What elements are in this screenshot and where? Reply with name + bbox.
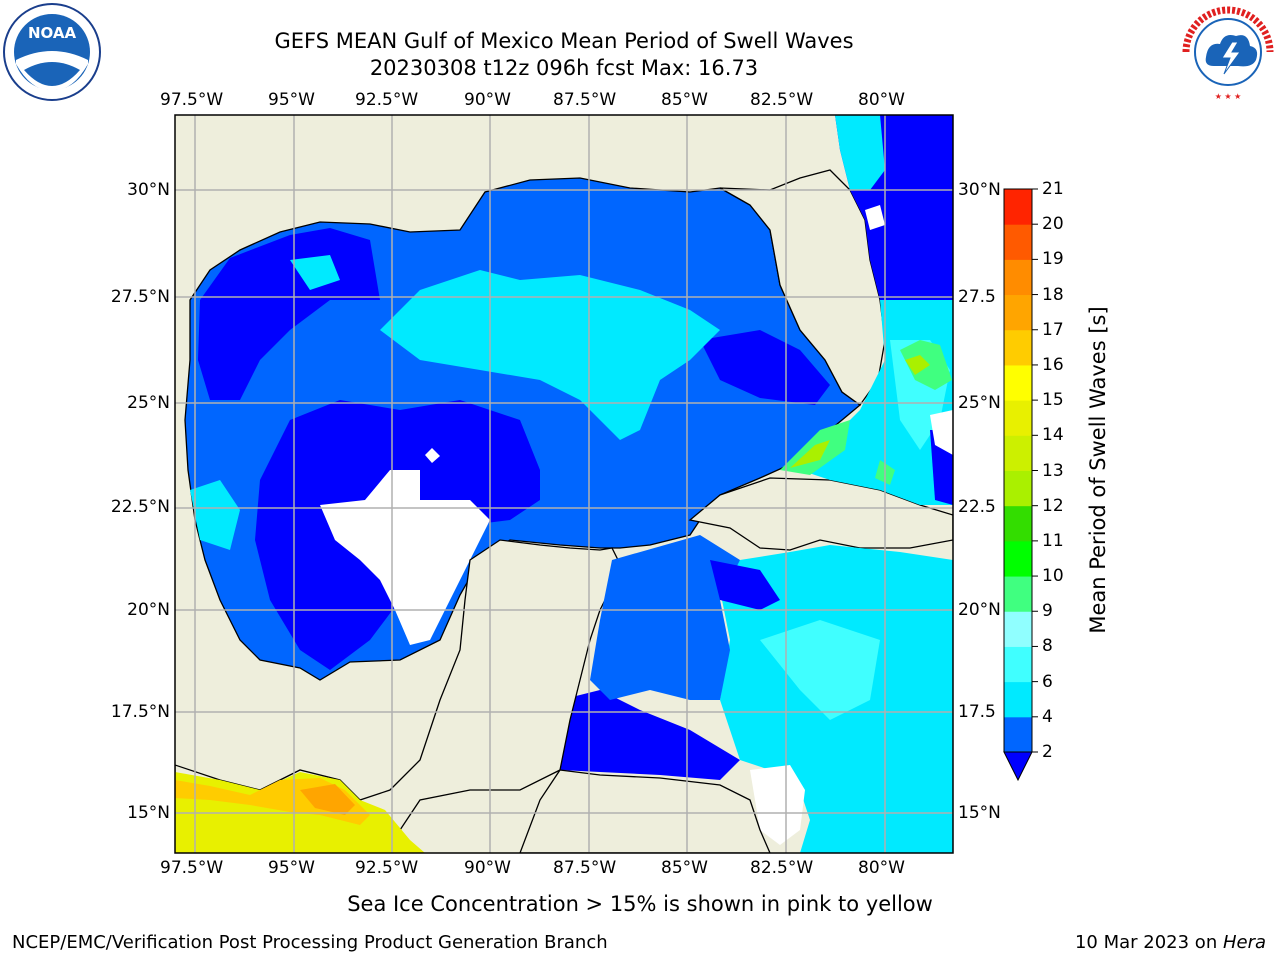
lon-label-bottom: 87.5°W — [553, 858, 617, 878]
colorbar-segment — [1004, 681, 1032, 718]
colorbar-tick-label: 11 — [1042, 530, 1064, 551]
colorbar-label: Mean Period of Swell Waves [s] — [1086, 306, 1110, 634]
colorbar-segment — [1004, 540, 1032, 577]
noaa-logo: NOAA — [2, 2, 102, 102]
lon-label-top: 95°W — [268, 90, 315, 110]
colorbar-segment — [1004, 646, 1032, 683]
footer-machine: Hera — [1222, 932, 1266, 953]
colorbar-segment — [1004, 400, 1032, 436]
colorbar-segment — [1004, 329, 1032, 366]
colorbar-tick-label: 14 — [1042, 425, 1064, 446]
colorbar-segment — [1004, 576, 1032, 612]
lon-label-bottom: 85°W — [661, 858, 708, 878]
map-field — [175, 115, 953, 853]
chart-title: GEFS MEAN Gulf of Mexico Mean Period of … — [274, 29, 854, 53]
colorbar-tick-label: 19 — [1042, 249, 1064, 270]
lon-label-top: 90°W — [464, 90, 511, 110]
colorbar-tick-label: 20 — [1042, 214, 1064, 235]
colorbar-segment — [1004, 364, 1032, 401]
lon-label-top: 80°W — [858, 90, 905, 110]
colorbar-tick-label: 21 — [1042, 179, 1064, 199]
lat-label-left: 30°N — [127, 180, 170, 200]
colorbar-segment — [1004, 470, 1032, 507]
colorbar-tick-label: 13 — [1042, 460, 1064, 481]
lon-label-bottom: 82.5°W — [750, 858, 814, 878]
footer-date: 10 Mar 2023 on Hera — [1075, 932, 1266, 954]
cuba-land — [688, 477, 953, 551]
gulf-cyan — [380, 270, 720, 440]
lon-label-bottom: 80°W — [858, 858, 905, 878]
lat-label-left: 27.5°N — [110, 287, 170, 307]
colorbar-tick-label: 4 — [1042, 706, 1053, 727]
colorbar-tick-label: 8 — [1042, 636, 1053, 657]
colorbar-segment — [1004, 611, 1032, 647]
lat-label-right: 17.5 — [958, 702, 996, 722]
colorbar-segment — [1004, 435, 1032, 471]
yucatan-land — [175, 539, 619, 853]
colorbar-tick-label: 15 — [1042, 390, 1064, 411]
colorbar-tick-label: 2 — [1042, 742, 1053, 762]
colorbar-tick-label: 18 — [1042, 284, 1064, 305]
colorbar-tick-label: 6 — [1042, 671, 1053, 692]
lat-label-right: 22.5 — [958, 497, 996, 517]
colorbar-segment — [1004, 189, 1032, 225]
colorbar-tick-label: 17 — [1042, 319, 1064, 340]
colorbar-segment — [1004, 505, 1032, 542]
colorbar-segment — [1004, 294, 1032, 331]
colorbar-segment — [1004, 259, 1032, 296]
colorbar-under-arrow — [1003, 751, 1033, 782]
lon-label-top: 87.5°W — [553, 90, 617, 110]
colorbar-tick-label: 16 — [1042, 354, 1064, 375]
lat-label-left: 22.5°N — [110, 497, 170, 517]
svg-text:★ ★ ★: ★ ★ ★ — [1215, 92, 1242, 101]
no-data-patch — [320, 470, 490, 645]
lon-label-bottom: 90°W — [464, 858, 511, 878]
lon-label-bottom: 92.5°W — [355, 858, 419, 878]
sea-ice-note: Sea Ice Concentration > 15% is shown in … — [347, 892, 933, 916]
map-frame — [174, 114, 954, 854]
colorbar-tick-label: 9 — [1042, 601, 1053, 622]
lon-label-bottom: 97.5°W — [160, 858, 224, 878]
lat-label-right: 30°N — [958, 180, 1001, 200]
footer-credit: NCEP/EMC/Verification Post Processing Pr… — [12, 932, 608, 953]
lat-label-left: 20°N — [127, 600, 170, 620]
chart-subtitle: 20230308 t12z 096h fcst Max: 16.73 — [369, 56, 759, 80]
lon-label-top: 92.5°W — [355, 90, 419, 110]
colorbar — [1003, 188, 1038, 782]
lat-label-right: 15°N — [958, 803, 1001, 823]
lon-label-top: 85°W — [661, 90, 708, 110]
map-graticule — [175, 115, 953, 853]
lon-label-top: 97.5°W — [160, 90, 224, 110]
nws-logo: ★ ★ ★ — [1178, 2, 1278, 102]
colorbar-tick-label: 10 — [1042, 566, 1064, 587]
florida-land — [719, 169, 886, 406]
lat-label-left: 25°N — [127, 393, 170, 413]
lat-label-left: 17.5°N — [110, 702, 170, 722]
noaa-logo-text: NOAA — [28, 24, 77, 42]
lon-label-bottom: 95°W — [268, 858, 315, 878]
lat-label-right: 25°N — [958, 393, 1001, 413]
colorbar-segment — [1004, 716, 1032, 753]
lat-label-left: 15°N — [127, 803, 170, 823]
lat-label-right: 27.5 — [958, 287, 996, 307]
colorbar-tick-label: 12 — [1042, 495, 1064, 516]
lat-label-right: 20°N — [958, 600, 1001, 620]
colorbar-segment — [1004, 224, 1032, 260]
footer-date-text: 10 Mar 2023 on — [1074, 932, 1223, 953]
lon-label-top: 82.5°W — [750, 90, 814, 110]
